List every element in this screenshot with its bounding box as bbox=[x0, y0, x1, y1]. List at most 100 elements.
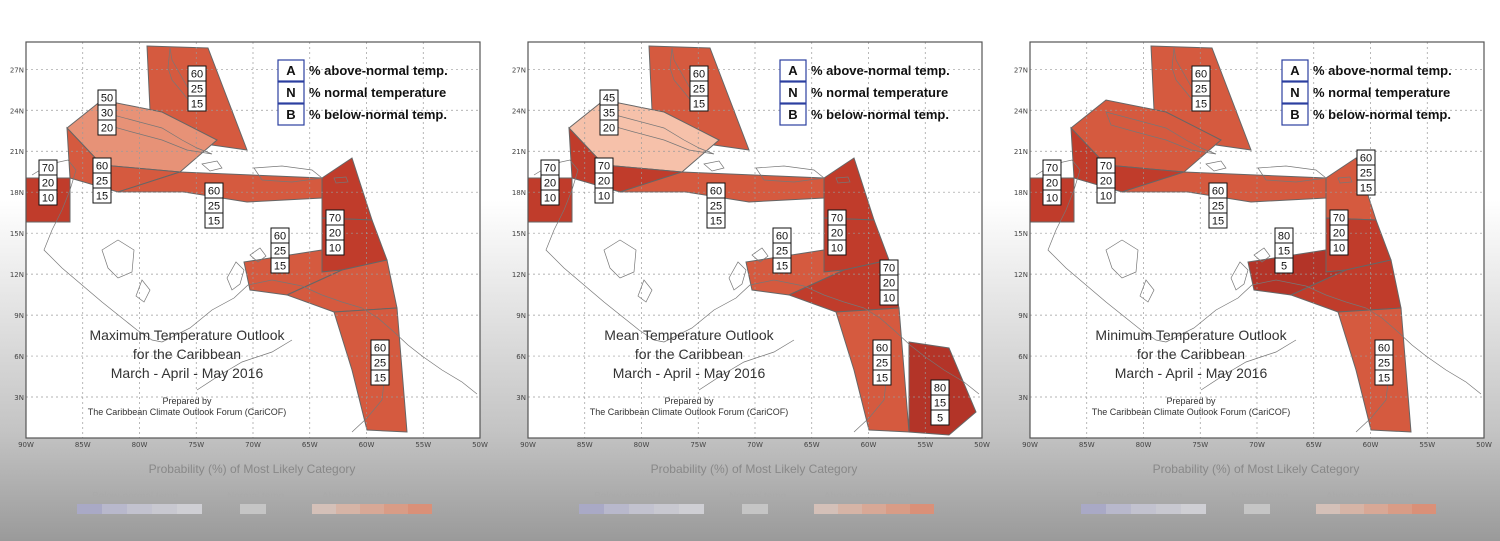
coastline bbox=[1105, 111, 1217, 155]
prob-value: 15 bbox=[374, 373, 386, 385]
lon-tick-label: 75W bbox=[690, 441, 706, 449]
lon-tick-label: 90W bbox=[520, 441, 536, 449]
color-scale bbox=[1081, 504, 1206, 514]
prob-box-jamaica: 70 20 10 bbox=[594, 157, 614, 204]
mean-temp-map: 27N 24N 21N 18N 15N 12N 9N 6N 3N 90W 85W 80W 75W 70W 6… bbox=[512, 40, 990, 460]
prob-value: 70 bbox=[598, 161, 610, 173]
normal-label: Normal temp. bbox=[729, 491, 790, 502]
coastline bbox=[31, 159, 163, 343]
lat-tick-label: 3N bbox=[516, 394, 526, 402]
prob-cell bbox=[1042, 189, 1062, 206]
legend-key-letter: B bbox=[1290, 107, 1299, 122]
legend-key-box bbox=[779, 103, 807, 126]
lat-tick-label: 12N bbox=[1014, 271, 1028, 279]
legend-key-box bbox=[779, 59, 807, 82]
prob-value: 25 bbox=[1360, 168, 1372, 180]
prob-cell bbox=[872, 369, 892, 386]
coastline bbox=[1165, 279, 1367, 343]
prob-value: 5 bbox=[1281, 261, 1287, 273]
lon-tick-label: 75W bbox=[188, 441, 204, 449]
prob-value: 25 bbox=[96, 176, 108, 188]
abn-legend: A % above-normal temp. N % normal temperatu… bbox=[1281, 59, 1452, 126]
prob-value: 20 bbox=[603, 123, 615, 135]
coastline bbox=[1035, 159, 1167, 343]
lon-tick-label: 55W bbox=[1419, 441, 1435, 449]
lat-tick-label: 9N bbox=[1018, 312, 1028, 320]
lon-tick-label: 75W bbox=[1192, 441, 1208, 449]
map-title-line: March - April - May 2016 bbox=[111, 365, 264, 381]
prepared-by-line: The Caribbean Climate Outlook Forum (Car… bbox=[88, 407, 287, 417]
legend-key-desc: % normal temperature bbox=[1313, 85, 1450, 100]
legend-key-box bbox=[1281, 103, 1309, 126]
prob-value: 70 bbox=[1333, 213, 1345, 225]
prob-value: 60 bbox=[710, 186, 722, 198]
prob-title: Probability (%) of Most Likely Category bbox=[650, 462, 858, 476]
coastline bbox=[533, 159, 665, 343]
coastline bbox=[333, 176, 349, 184]
prob-value: 25 bbox=[876, 358, 888, 370]
prob-cell bbox=[827, 239, 847, 256]
coastline bbox=[835, 176, 851, 184]
legend-key-letter: N bbox=[1290, 85, 1299, 100]
coastline bbox=[196, 339, 293, 391]
lat-tick-label: 18N bbox=[10, 189, 24, 197]
prob-cell bbox=[97, 119, 117, 136]
coastline bbox=[1365, 307, 1482, 395]
prob-value: 60 bbox=[693, 69, 705, 81]
prob-value: 60 bbox=[1212, 186, 1224, 198]
prob-value: 20 bbox=[42, 178, 54, 190]
prob-box-guianas: 60 25 15 bbox=[370, 339, 390, 386]
legend-key-desc: % above-normal temp. bbox=[309, 63, 448, 78]
lon-tick-label: 85W bbox=[1079, 441, 1095, 449]
legend-key-desc: % below-normal temp. bbox=[811, 107, 949, 122]
lat-tick-label: 21N bbox=[1014, 148, 1028, 156]
color-scale bbox=[579, 504, 704, 514]
prob-cell bbox=[772, 257, 792, 274]
legend-key-desc: % normal temperature bbox=[309, 85, 446, 100]
coastline bbox=[1200, 339, 1297, 391]
coastline bbox=[1253, 247, 1271, 263]
prob-value: 15 bbox=[1278, 246, 1290, 258]
prob-cell bbox=[706, 212, 726, 229]
prob-value: 60 bbox=[191, 69, 203, 81]
abn-legend: A % above-normal temp. N % normal temperatu… bbox=[779, 59, 950, 126]
prob-title: Probability (%) of Most Likely Category bbox=[148, 462, 356, 476]
prob-box-suriname: 80 15 5 bbox=[930, 379, 950, 426]
map-frame bbox=[527, 41, 983, 439]
lat-tick-label: 21N bbox=[10, 148, 24, 156]
prob-value: 60 bbox=[374, 343, 386, 355]
lat-tick-label: 21N bbox=[512, 148, 526, 156]
legend-key-letter: A bbox=[286, 63, 296, 78]
lon-tick-label: 50W bbox=[974, 441, 990, 449]
prob-value: 10 bbox=[598, 191, 610, 203]
prob-cell bbox=[1374, 369, 1394, 386]
prob-value: 70 bbox=[1046, 163, 1058, 175]
color-scale-normal bbox=[742, 504, 768, 514]
prob-value: 10 bbox=[1333, 243, 1345, 255]
legend-key-box bbox=[1281, 81, 1309, 104]
prob-cell bbox=[599, 119, 619, 136]
prob-value: 25 bbox=[191, 84, 203, 96]
prob-value: 60 bbox=[274, 231, 286, 243]
prob-value: 15 bbox=[693, 99, 705, 111]
prob-box-leeward: 70 20 10 bbox=[1329, 209, 1349, 256]
coastline bbox=[1139, 279, 1155, 303]
color-scale-normal bbox=[1244, 504, 1270, 514]
prepared-by-line: The Caribbean Climate Outlook Forum (Car… bbox=[590, 407, 789, 417]
coastline bbox=[361, 307, 478, 395]
prob-value: 20 bbox=[544, 178, 556, 190]
prob-value: 15 bbox=[274, 261, 286, 273]
lat-tick-label: 24N bbox=[512, 107, 526, 115]
legend-key-desc: % above-normal temp. bbox=[811, 63, 950, 78]
lon-tick-label: 55W bbox=[415, 441, 431, 449]
below-label: Below-normal temp. bbox=[92, 491, 181, 502]
prob-box-yucatan: 70 20 10 bbox=[38, 159, 58, 206]
lat-tick-label: 6N bbox=[1018, 353, 1028, 361]
prob-box-puertorico: 60 25 15 bbox=[1356, 149, 1376, 196]
prob-value: 60 bbox=[96, 161, 108, 173]
prob-cell bbox=[370, 369, 390, 386]
prob-box-hispaniola: 60 25 15 bbox=[706, 182, 726, 229]
